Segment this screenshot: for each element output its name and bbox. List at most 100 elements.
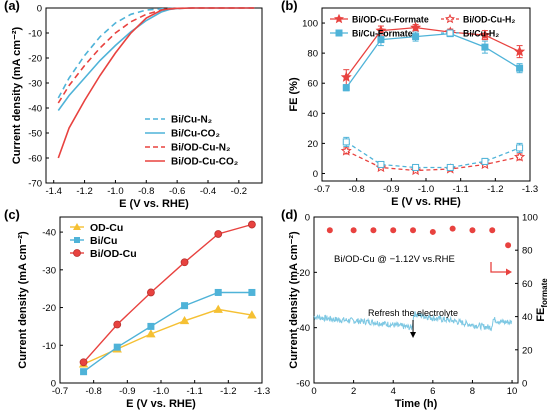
data-point (375, 24, 387, 36)
y2-tick-label: 80 (522, 246, 533, 257)
fe-point (390, 227, 397, 234)
legend-marker (335, 29, 343, 37)
legend-label: OD-Cu (90, 222, 123, 234)
data-point (412, 33, 420, 41)
data-point (181, 302, 189, 310)
legend-label: Bi/OD-Cu (90, 248, 137, 260)
panel-label: (d) (281, 207, 298, 222)
y-axis-label: Current density (mA cm⁻²) (11, 26, 23, 164)
legend-marker (445, 13, 455, 24)
condition-annotation: Bi/OD-Cu @ −1.12V vs.RHE (334, 254, 455, 265)
legend-label: Bi/Cu-CO₂ (171, 129, 220, 140)
y-tick-label: 0 (313, 169, 318, 180)
y2-axis-label-subscript: formate (540, 278, 549, 308)
data-point (340, 71, 352, 82)
fe-point (326, 227, 333, 234)
data-point (180, 258, 189, 267)
y-tick-label: -10 (42, 341, 56, 352)
data-point (481, 157, 489, 165)
data-point (377, 36, 385, 44)
data-point (342, 84, 350, 92)
y-tick-label: -40 (296, 323, 310, 334)
x-axis-label: E (V vs. RHE) (126, 398, 196, 410)
x-tick-label: -0.4 (200, 186, 216, 197)
x-tick-label: -1.3 (522, 184, 538, 195)
series-line-0 (83, 308, 253, 365)
y-tick-label: -20 (42, 303, 56, 314)
data-point (146, 329, 156, 338)
x-tick-label: -0.6 (169, 186, 185, 197)
panel-label: (b) (281, 0, 298, 13)
legend-marker (74, 237, 80, 243)
x-tick-label: -1.0 (153, 386, 169, 397)
data-point (377, 160, 385, 168)
x-tick-label: -0.8 (85, 386, 101, 397)
y-tick-label: -20 (28, 54, 42, 65)
x-axis-label: E (V vs. RHE) (391, 196, 461, 208)
legend-label: Bi/Cu-Formate (352, 29, 413, 39)
data-point (479, 29, 491, 40)
x-tick-label: -1.1 (452, 184, 468, 195)
series-line-3 (345, 141, 520, 169)
data-point (79, 358, 88, 367)
series-line-1 (346, 150, 520, 172)
panel-b: -0.7 -0.8 -0.9 -1.0 -1.1 -1.2 -1.3 0 20 40 60 80 100… (281, 0, 538, 208)
y2-tick-label: 100 (522, 213, 538, 224)
x-tick-label: -1.2 (76, 186, 92, 197)
y-tick-label: 20 (307, 139, 318, 150)
axis-pointer-arrow (490, 262, 508, 273)
y-tick-label: -40 (28, 104, 42, 115)
y-tick-label: 0 (37, 4, 42, 15)
legend-label: Bi/OD-Cu-Formate (352, 15, 429, 25)
panel-a: -1.4 -1.2 -1.0 -0.8 -0.6 -0.4 -0.2 0 -10 -20 -30 -4… (4, 0, 263, 210)
legend-label: Bi/OD-Cu-CO₂ (171, 157, 238, 168)
panel-label: (a) (4, 0, 20, 13)
x-tick-label: 8 (470, 386, 475, 397)
x-tick-label: -1.3 (254, 386, 270, 397)
legend-label: Bi/OD-Cu-N₂ (171, 143, 230, 154)
y-tick-label: 0 (305, 213, 310, 224)
axis-pointer-arrowhead (506, 268, 512, 276)
data-point (514, 151, 526, 162)
y-axis-label: Current density (mA cm⁻²) (17, 231, 29, 369)
data-point (446, 163, 454, 171)
data-point (481, 43, 489, 51)
data-point (247, 310, 257, 319)
x-tick-label: 2 (351, 386, 356, 397)
data-point (412, 163, 420, 171)
y-tick-label: -60 (28, 154, 42, 165)
x-tick-label: 10 (507, 386, 518, 397)
data-point (247, 220, 256, 229)
x-tick-label: 4 (391, 386, 396, 397)
y-tick-label: -20 (296, 268, 310, 279)
y2-tick-label: 40 (522, 312, 533, 323)
data-point (214, 230, 223, 238)
x-tick-label: -1.4 (46, 186, 62, 197)
data-point (147, 322, 155, 330)
fe-point (410, 227, 417, 234)
fe-point (505, 242, 512, 249)
data-point (113, 320, 122, 329)
y-tick-label: 80 (307, 49, 318, 60)
y-tick-label: -30 (42, 265, 56, 276)
series-line-2 (83, 223, 253, 363)
x-axis-label: E (V vs. RHE) (119, 198, 189, 210)
y2-axis-label-main: FE (535, 308, 547, 322)
y2-tick-label: 0 (522, 379, 527, 390)
data-point (113, 343, 121, 351)
x-tick-label: -1.2 (487, 184, 503, 195)
refresh-arrow-head (410, 332, 417, 338)
fe-point (469, 227, 476, 234)
plot-frame (45, 7, 263, 184)
legend-label: Bi/Cu-N₂ (171, 115, 212, 126)
data-point (514, 45, 526, 57)
y-tick-label: 40 (307, 109, 318, 120)
x-axis-label: Time (h) (395, 398, 438, 410)
series-line-2 (345, 32, 520, 89)
x-tick-label: -1.0 (418, 184, 434, 195)
series-line-2 (57, 7, 255, 104)
plot-frame (313, 216, 519, 384)
data-point (410, 21, 422, 33)
x-tick-label: 6 (430, 386, 435, 397)
